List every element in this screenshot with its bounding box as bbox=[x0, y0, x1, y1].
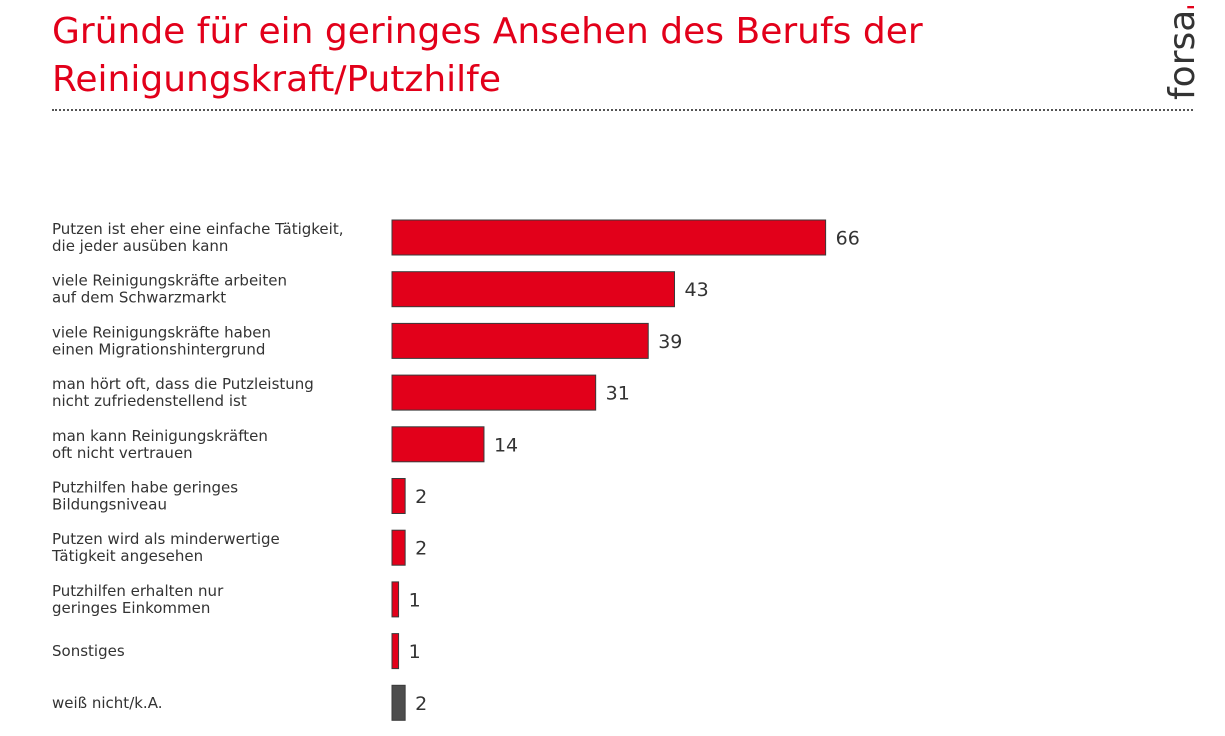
bar-1 bbox=[391, 219, 827, 256]
value-label-10: 2 bbox=[415, 693, 427, 715]
category-label-4-line-1: man hört oft, dass die Putzleistung bbox=[52, 375, 314, 393]
category-label-8-line-1: Putzhilfen erhalten nur bbox=[52, 582, 224, 600]
chart-title-line-2: Reinigungskraft/Putzhilfe bbox=[52, 59, 501, 100]
category-label-2-line-1: viele Reinigungskräfte arbeiten bbox=[52, 272, 287, 290]
category-label-6-line-2: Bildungsniveau bbox=[52, 496, 167, 514]
chart-title-line-1: Gründe für ein geringes Ansehen des Beru… bbox=[52, 11, 923, 52]
category-label-7: Putzen wird als minderwertige Tätigkeit a… bbox=[51, 530, 280, 565]
bars-layer bbox=[391, 219, 827, 721]
forsa-logo-text: forsa bbox=[1162, 10, 1200, 100]
category-label-5: man kann Reinigungskräften oft nicht vert… bbox=[52, 427, 268, 462]
category-label-10: weiß nicht/k.A. bbox=[52, 694, 162, 712]
category-labels-layer: Putzen ist eher eine einfache Tätigkeit,… bbox=[51, 220, 343, 712]
category-label-3-line-2: einen Migrationshintergrund bbox=[52, 340, 265, 358]
category-label-4: man hört oft, dass die Putzleistung nicht… bbox=[52, 375, 314, 410]
category-label-6: Putzhilfen habe geringes Bildungsniveau bbox=[52, 479, 238, 514]
category-label-6-line-1: Putzhilfen habe geringes bbox=[52, 479, 238, 497]
value-label-8: 1 bbox=[409, 589, 421, 611]
value-labels-layer: 66 43 39 31 14 2 2 1 1 2 bbox=[409, 228, 860, 715]
bar-6 bbox=[391, 478, 406, 514]
value-label-1: 66 bbox=[836, 228, 860, 250]
bar-9 bbox=[391, 633, 400, 670]
value-label-3: 39 bbox=[658, 331, 682, 353]
value-label-7: 2 bbox=[415, 538, 427, 560]
bar-2 bbox=[391, 271, 676, 308]
category-label-10-line-1: weiß nicht/k.A. bbox=[52, 694, 162, 712]
category-label-5-line-2: oft nicht vertrauen bbox=[52, 444, 193, 462]
category-label-9-line-1: Sonstiges bbox=[52, 642, 125, 660]
bar-10 bbox=[391, 684, 406, 721]
bar-4 bbox=[391, 374, 597, 411]
category-label-3: viele Reinigungskräfte haben einen Migrat… bbox=[52, 323, 271, 358]
category-label-1-line-1: Putzen ist eher eine einfache Tätigkeit, bbox=[52, 220, 343, 238]
forsa-logo: forsa . bbox=[1160, 6, 1200, 102]
bar-7 bbox=[391, 529, 406, 566]
category-label-7-line-2: Tätigkeit angesehen bbox=[51, 547, 203, 565]
value-label-4: 31 bbox=[606, 383, 630, 405]
value-label-9: 1 bbox=[409, 641, 421, 663]
bar-5 bbox=[391, 426, 485, 463]
category-label-5-line-1: man kann Reinigungskräften bbox=[52, 427, 268, 445]
value-label-6: 2 bbox=[415, 486, 427, 508]
chart-title: Gründe für ein geringes Ansehen des Beru… bbox=[52, 8, 1142, 104]
forsa-logo-dot: . bbox=[1162, 6, 1200, 12]
category-label-2-line-2: auf dem Schwarzmarkt bbox=[52, 289, 226, 307]
category-label-8: Putzhilfen erhalten nur geringes Einkomme… bbox=[52, 582, 224, 617]
category-label-7-line-1: Putzen wird als minderwertige bbox=[52, 530, 280, 548]
category-label-9: Sonstiges bbox=[52, 642, 125, 660]
category-label-3-line-1: viele Reinigungskräfte haben bbox=[52, 323, 271, 341]
bar-3 bbox=[391, 322, 649, 359]
title-divider bbox=[52, 109, 1193, 111]
category-label-2: viele Reinigungskräfte arbeiten auf dem S… bbox=[52, 272, 287, 307]
value-label-5: 14 bbox=[494, 434, 518, 456]
bar-8 bbox=[391, 581, 400, 618]
category-label-8-line-2: geringes Einkommen bbox=[52, 599, 210, 617]
category-label-1: Putzen ist eher eine einfache Tätigkeit,… bbox=[52, 220, 343, 255]
category-label-4-line-2: nicht zufriedenstellend ist bbox=[52, 392, 247, 410]
value-label-2: 43 bbox=[685, 279, 709, 301]
category-label-1-line-2: die jeder ausüben kann bbox=[52, 237, 228, 255]
